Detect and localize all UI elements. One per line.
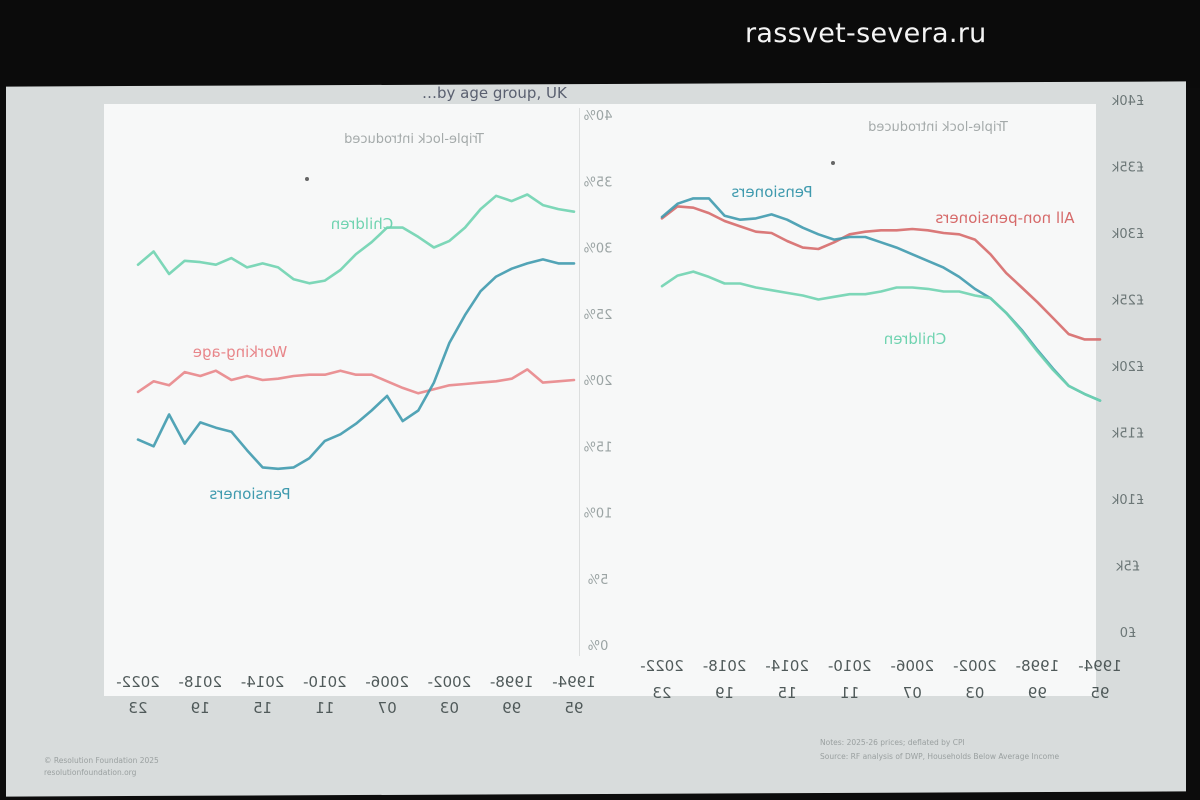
right-series-label-pensioners: Pensioners [731, 183, 812, 201]
left-y-tick-label: 10% [584, 507, 613, 522]
right-series-label-all-non-pensioners: All non-pensioners [935, 209, 1074, 227]
left-x-tick-label-bottom: 11 [315, 699, 334, 717]
footer-right-line-2: Source: RF analysis of DWP, Households B… [820, 752, 1060, 761]
right-x-tick-label-bottom: 19 [715, 684, 734, 702]
right-x-tick-label-bottom: 15 [778, 684, 797, 702]
left-x-tick-label-top: 1998- [490, 673, 534, 691]
right-x-tick-label-bottom: 11 [840, 684, 859, 702]
right-triple-lock-marker [831, 161, 835, 165]
footer-left-line-1: © Resolution Foundation 2025 [44, 756, 159, 765]
right-y-tick-label: £20k [1111, 360, 1144, 375]
right-y-tick-label: £25k [1111, 294, 1144, 309]
footer-left-line-2: resolutionfoundation.org [44, 768, 137, 777]
right-x-tick-label-bottom: 99 [1028, 684, 1047, 702]
left-x-tick-label-top: 2010- [303, 673, 347, 691]
right-series-label-children: Children [884, 330, 946, 348]
right-y-tick-label: £0 [1120, 626, 1137, 641]
right-series-all-non-pensioners [660, 205, 1102, 341]
panel-divider [579, 108, 580, 656]
right-y-tick-label: £10k [1111, 493, 1144, 508]
left-x-tick-label-top: 2018- [178, 673, 222, 691]
chart-panel [104, 104, 1096, 696]
right-x-tick-label-top: 2006- [890, 657, 934, 675]
right-x-tick-label-top: 2022- [640, 657, 684, 675]
left-x-tick-label-bottom: 03 [440, 699, 459, 717]
right-x-tick-label-top: 1998- [1016, 657, 1060, 675]
left-x-tick-label-bottom: 95 [564, 699, 583, 717]
footer-right-line-1: Notes: 2025-26 prices; deflated by CPI [820, 738, 965, 747]
right-y-tick-label: £5k [1115, 560, 1140, 575]
left-y-tick-label: 35% [584, 175, 613, 190]
left-y-tick-label: 5% [588, 573, 609, 588]
left-series-label-pensioners: Pensioners [209, 485, 290, 503]
right-y-tick-label: £30k [1111, 227, 1144, 242]
right-x-tick-label-bottom: 07 [903, 684, 922, 702]
right-x-tick-label-bottom: 95 [1090, 684, 1109, 702]
left-y-tick-label: 25% [584, 308, 613, 323]
right-x-tick-label-top: 2010- [828, 657, 872, 675]
left-triple-lock-annotation: Triple-lock introduced [344, 132, 485, 147]
left-y-tick-label: 40% [584, 109, 613, 124]
left-y-tick-label: 20% [584, 374, 613, 389]
left-series-pensioners [136, 258, 576, 471]
left-x-tick-label-top: 1994- [552, 673, 596, 691]
top-black-bar: rassvet-severa.ru [0, 0, 1200, 88]
left-x-tick-label-top: 2006- [365, 673, 409, 691]
left-series-working-age [136, 368, 576, 395]
left-series-label-children: Children [331, 215, 393, 233]
left-triple-lock-marker [305, 177, 309, 181]
left-x-tick-label-bottom: 07 [378, 699, 397, 717]
left-y-tick-label: 0% [588, 639, 609, 654]
right-series-children [660, 270, 1102, 402]
left-y-tick-label: 15% [584, 440, 613, 455]
left-y-tick-label: 30% [584, 242, 613, 257]
right-y-tick-label: £35k [1111, 161, 1144, 176]
left-x-tick-label-bottom: 19 [191, 699, 210, 717]
right-triple-lock-annotation: Triple-lock introduced [868, 120, 1009, 135]
right-x-tick-label-bottom: 03 [965, 684, 984, 702]
left-x-tick-label-bottom: 15 [253, 699, 272, 717]
site-watermark: rassvet-severa.ru [745, 18, 987, 49]
right-x-tick-label-top: 2014- [765, 657, 809, 675]
left-series-children [136, 193, 576, 285]
right-x-tick-label-bottom: 23 [652, 684, 671, 702]
left-x-tick-label-top: 2014- [241, 673, 285, 691]
left-x-tick-label-top: 2002- [428, 673, 472, 691]
left-x-tick-label-top: 2022- [116, 673, 160, 691]
slide-title-fragment: …by age group, UK [422, 84, 567, 102]
right-x-tick-label-top: 2018- [703, 657, 747, 675]
right-y-tick-label: £15k [1111, 427, 1144, 442]
left-series-label-working-age: Working-age [193, 343, 288, 361]
right-x-tick-label-top: 2002- [953, 657, 997, 675]
left-x-tick-label-bottom: 99 [502, 699, 521, 717]
left-x-tick-label-bottom: 23 [128, 699, 147, 717]
right-x-tick-label-top: 1994- [1078, 657, 1122, 675]
right-y-tick-label: £40k [1111, 94, 1144, 109]
